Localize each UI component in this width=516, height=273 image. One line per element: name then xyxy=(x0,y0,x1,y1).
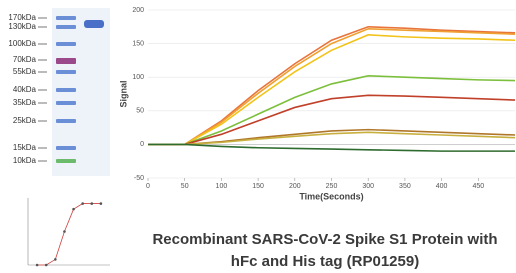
x-tick-label: 300 xyxy=(362,183,374,190)
ladder-label: 10kDa xyxy=(13,156,37,165)
ladder-label: 100kDa xyxy=(8,39,36,48)
ladder-band xyxy=(56,119,76,123)
ladder-label: 170kDa xyxy=(8,13,36,22)
y-tick-label: 0 xyxy=(140,141,144,148)
ladder-band xyxy=(56,159,76,163)
ladder-label: 130kDa xyxy=(8,22,36,31)
point xyxy=(63,230,66,233)
x-tick-label: 350 xyxy=(399,183,411,190)
point xyxy=(36,264,39,267)
ladder-band xyxy=(56,88,76,92)
caption: hFc and His tag (RP01259) xyxy=(231,253,419,270)
ladder-band xyxy=(56,58,76,64)
y-tick-label: 150 xyxy=(132,40,144,47)
x-tick-label: 150 xyxy=(252,183,264,190)
ladder-label: 70kDa xyxy=(13,55,37,64)
y-tick-label: 200 xyxy=(132,7,144,14)
y-tick-label: -50 xyxy=(134,175,144,182)
x-tick-label: 100 xyxy=(216,183,228,190)
page: Recombinant SARS-CoV-2 Spike S1 Protein … xyxy=(0,0,516,273)
point xyxy=(81,202,84,205)
ladder-band xyxy=(56,42,76,46)
inset-chart xyxy=(18,195,113,270)
x-tick-label: 200 xyxy=(289,183,301,190)
series-line xyxy=(148,144,515,151)
ladder-label: 15kDa xyxy=(13,143,37,152)
ladder-band xyxy=(56,146,76,150)
ladder-label: 35kDa xyxy=(13,98,37,107)
x-tick-label: 0 xyxy=(146,183,150,190)
x-tick-label: 450 xyxy=(472,183,484,190)
series-line xyxy=(148,35,515,145)
point xyxy=(45,264,48,267)
point xyxy=(90,202,93,205)
x-axis-label: Time(Seconds) xyxy=(299,191,363,201)
ladder-band xyxy=(56,16,76,20)
x-tick-label: 250 xyxy=(326,183,338,190)
ladder-band xyxy=(56,25,76,29)
series-line xyxy=(148,29,515,145)
caption: Recombinant SARS-CoV-2 Spike S1 Protein … xyxy=(152,231,497,248)
ladder-label: 40kDa xyxy=(13,85,37,94)
y-tick-label: 100 xyxy=(132,74,144,81)
y-axis-label: Signal xyxy=(118,80,128,107)
ladder-band xyxy=(56,101,76,105)
x-tick-label: 400 xyxy=(436,183,448,190)
point xyxy=(100,202,103,205)
sample-band xyxy=(84,20,104,28)
point xyxy=(72,208,75,211)
point xyxy=(54,258,57,261)
ladder-label: 25kDa xyxy=(13,116,37,125)
y-tick-label: 50 xyxy=(136,108,144,115)
ladder-label: 55kDa xyxy=(13,67,37,76)
x-tick-label: 50 xyxy=(181,183,189,190)
ladder-band xyxy=(56,70,76,74)
